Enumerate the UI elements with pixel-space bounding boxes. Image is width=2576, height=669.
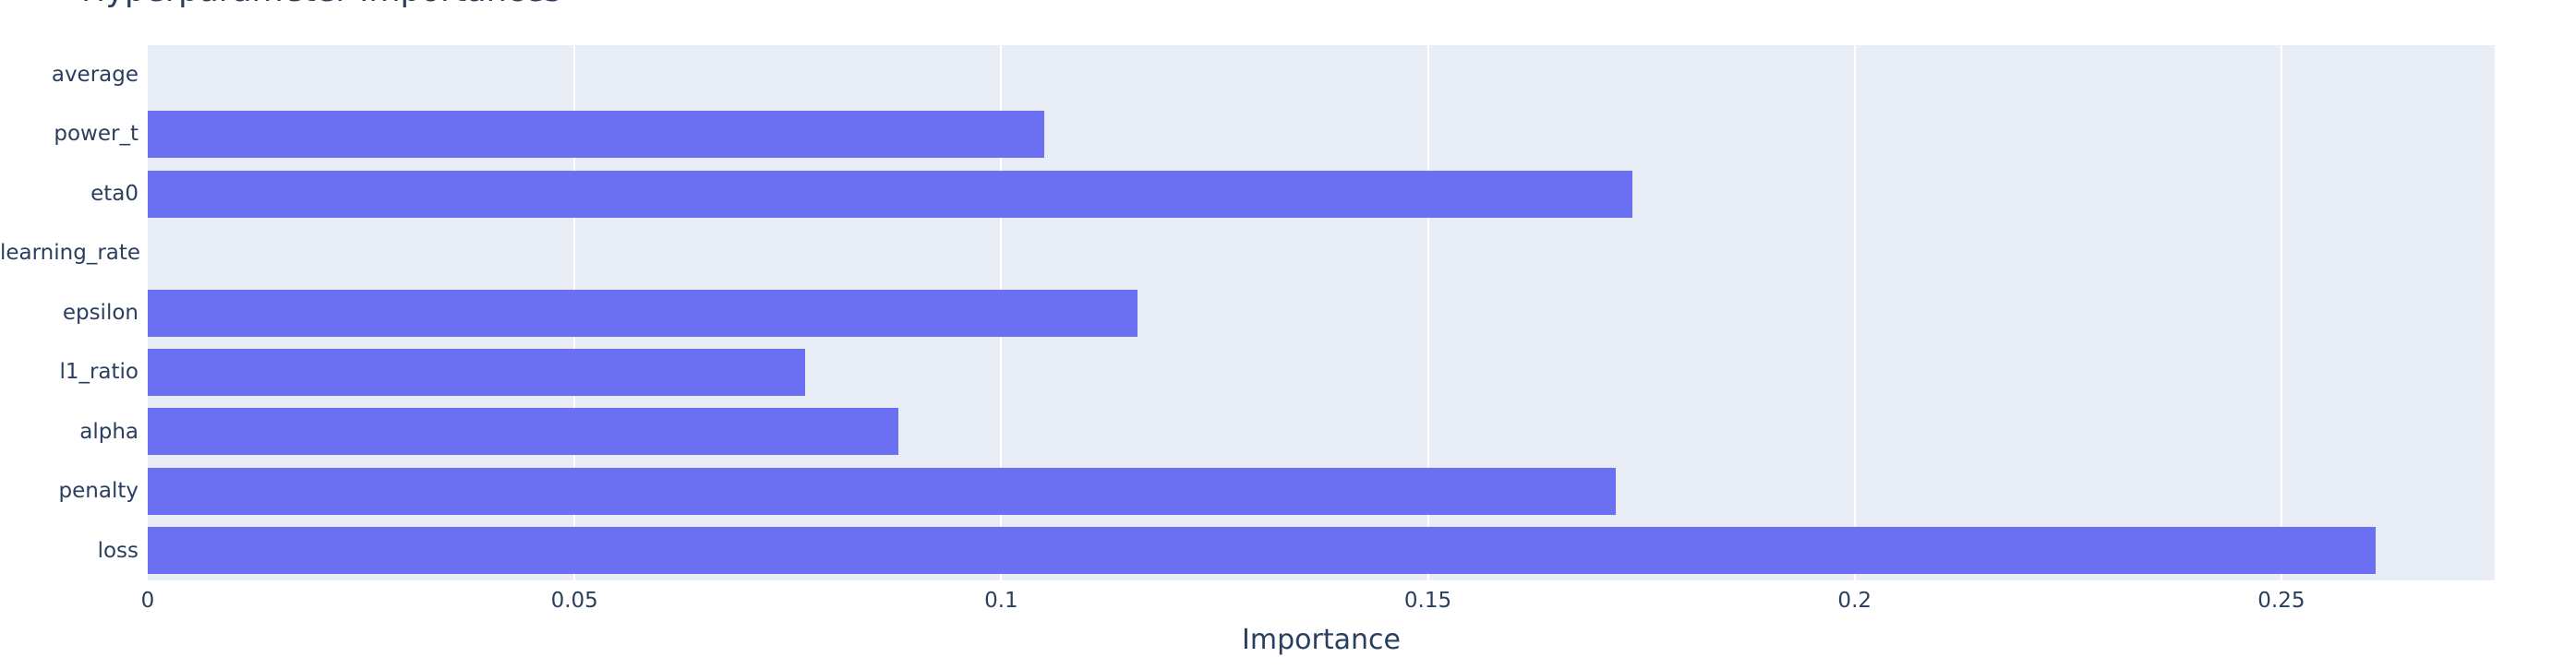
y-tick-label-penalty: penalty xyxy=(58,479,138,504)
gridline xyxy=(2280,45,2282,580)
x-tick-label-0: 0 xyxy=(140,589,155,613)
bar-loss[interactable] xyxy=(148,527,2376,574)
plot-area xyxy=(148,45,2495,580)
y-tick-label-loss: loss xyxy=(97,538,138,563)
gridline xyxy=(1853,45,1856,580)
y-tick-label-epsilon: epsilon xyxy=(62,300,138,325)
y-tick-label-l1_ratio: l1_ratio xyxy=(59,360,138,385)
x-tick-label-0.25: 0.25 xyxy=(2257,589,2305,613)
bar-l1_ratio[interactable] xyxy=(148,349,805,396)
bar-penalty[interactable] xyxy=(148,468,1616,515)
x-tick-label-0.1: 0.1 xyxy=(984,589,1018,613)
bar-eta0[interactable] xyxy=(148,171,1632,218)
y-tick-label-learning_rate: learning_rate xyxy=(0,241,141,266)
bar-epsilon[interactable] xyxy=(148,290,1138,337)
y-tick-label-alpha: alpha xyxy=(79,419,138,444)
figure-title: Hyperparameter Importances xyxy=(81,0,561,7)
x-tick-label-0.2: 0.2 xyxy=(1837,589,1872,613)
bar-alpha[interactable] xyxy=(148,408,898,455)
x-axis: 0 0.05 0.1 0.15 0.2 0.25 xyxy=(141,589,2495,616)
gridline xyxy=(1426,45,1429,580)
x-tick-label-0.05: 0.05 xyxy=(550,589,598,613)
x-tick-label-0.15: 0.15 xyxy=(1403,589,1452,613)
y-tick-label-eta0: eta0 xyxy=(90,181,138,206)
x-axis-title: Importance xyxy=(1242,624,1401,656)
bar-power_t[interactable] xyxy=(148,111,1044,158)
y-tick-label-average: average xyxy=(51,63,138,87)
y-tick-label-power_t: power_t xyxy=(54,122,138,147)
